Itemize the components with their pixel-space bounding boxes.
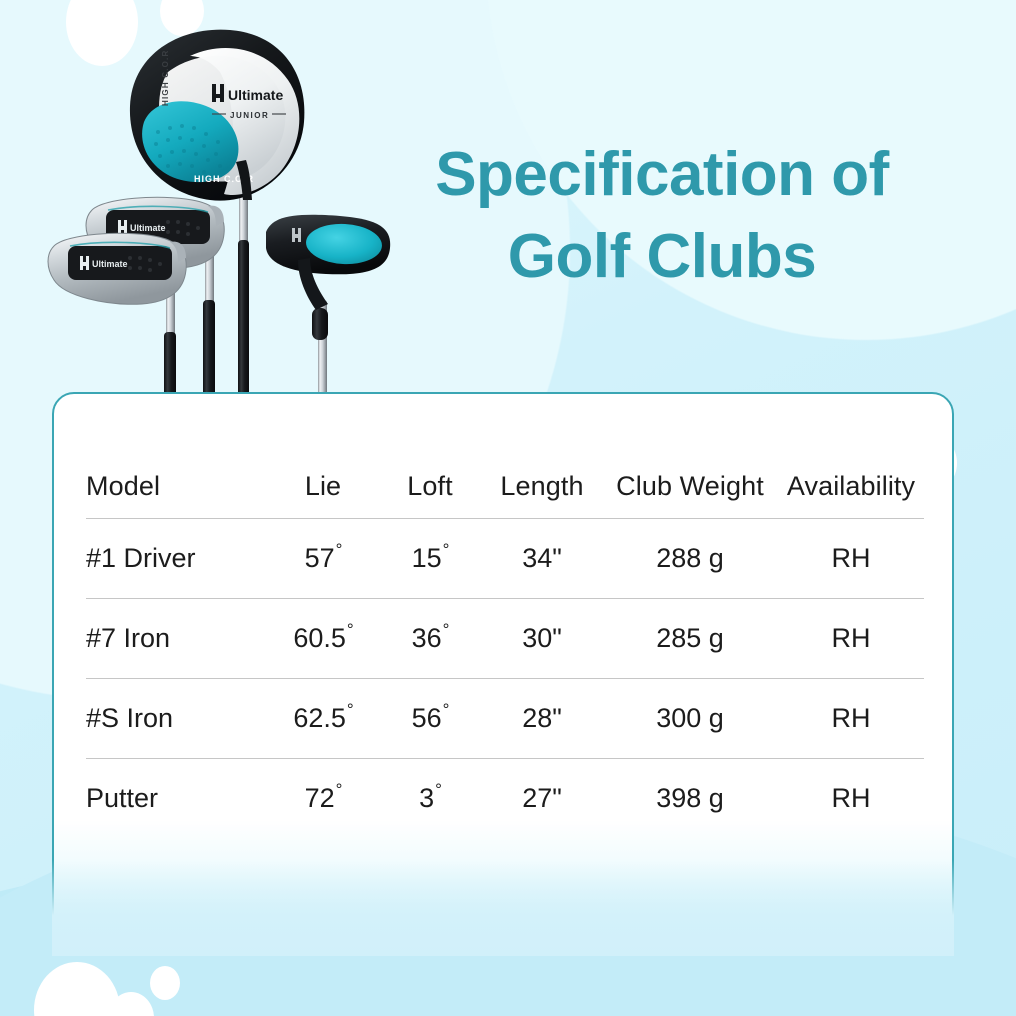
cell-length: 34" (522, 542, 562, 573)
column-header-availability: Availability (786, 471, 916, 502)
putter-brand-logo (292, 228, 301, 242)
cell-loft: 15° (378, 518, 482, 598)
golf-clubs-illustration: Ultimate JUNIOR HIGH C.O.R HIGH C.O.R Ul… (40, 10, 440, 410)
cell-club-weight: 288 g (656, 542, 724, 573)
cell-model: #S Iron (86, 702, 174, 733)
cell-loft: 36° (378, 598, 482, 678)
cell-loft-value: 36 (411, 622, 442, 653)
table-header: Model Lie Loft Length Club Weight Availa… (86, 456, 924, 518)
table-row: Putter 72° 3° 27" 398 g RH (86, 758, 924, 838)
iron-s-shaft (164, 282, 176, 410)
cell-lie-value: 72 (304, 782, 335, 813)
degree-symbol: ° (442, 699, 450, 719)
cell-loft: 3° (378, 758, 482, 838)
column-header-loft: Loft (407, 471, 453, 502)
driver-series-text: JUNIOR (230, 111, 269, 120)
degree-symbol: ° (346, 619, 354, 639)
driver-head: Ultimate JUNIOR HIGH C.O.R HIGH C.O.R (129, 29, 305, 201)
cell-lie: 57° (268, 518, 378, 598)
driver-brand-text: Ultimate (228, 87, 283, 103)
driver-brand-logo (212, 84, 224, 102)
cell-club-weight: 285 g (656, 622, 724, 653)
driver-tech-text: HIGH C.O.R (194, 174, 254, 184)
iron-s-brand: Ultimate (80, 256, 128, 270)
degree-symbol: ° (442, 619, 450, 639)
iron-7-shaft (203, 246, 215, 410)
page-title-line-1: Specification of (435, 140, 889, 209)
cell-loft: 56° (378, 678, 482, 758)
putter-shaft (312, 300, 328, 410)
table-body: #1 Driver 57° 15° 34" 288 g RH #7 Iron 6… (86, 518, 924, 838)
svg-text:Ultimate: Ultimate (130, 223, 166, 233)
iron-s-head: Ultimate (47, 232, 187, 305)
page-title-line-2: Golf Clubs (507, 222, 817, 292)
cell-model: #7 Iron (86, 622, 171, 653)
putter-head (266, 214, 391, 310)
cell-loft-value: 15 (411, 542, 442, 573)
cell-length: 30" (522, 622, 562, 653)
specification-card: Model Lie Loft Length Club Weight Availa… (52, 392, 954, 952)
cell-lie: 60.5° (268, 598, 378, 678)
cell-model: Putter (86, 782, 159, 813)
degree-symbol: ° (435, 779, 442, 799)
cell-loft-value: 3 (419, 782, 435, 813)
specification-table: Model Lie Loft Length Club Weight Availa… (86, 456, 924, 838)
column-header-model: Model (86, 471, 161, 502)
cell-lie: 62.5° (268, 678, 378, 758)
cell-loft-value: 56 (411, 702, 442, 733)
cell-lie: 72° (268, 758, 378, 838)
column-header-club-weight: Club Weight (616, 471, 764, 502)
degree-symbol: ° (335, 779, 343, 799)
cell-club-weight: 398 g (656, 782, 724, 813)
cell-availability: RH (831, 542, 871, 573)
cell-lie-value: 62.5 (293, 702, 346, 733)
table-row: #7 Iron 60.5° 36° 30" 285 g RH (86, 598, 924, 678)
iron-7-brand: Ultimate (118, 220, 166, 234)
column-header-lie: Lie (304, 471, 342, 502)
cell-length: 27" (522, 782, 562, 813)
table-row: #S Iron 62.5° 56° 28" 300 g RH (86, 678, 924, 758)
degree-symbol: ° (346, 699, 354, 719)
degree-symbol: ° (335, 539, 343, 559)
cell-length: 28" (522, 702, 562, 733)
cell-lie-value: 60.5 (293, 622, 346, 653)
page-title: Specification of Golf Clubs (372, 134, 952, 299)
table-row: #1 Driver 57° 15° 34" 288 g RH (86, 518, 924, 598)
cell-availability: RH (831, 622, 871, 653)
column-header-length: Length (500, 471, 584, 502)
degree-symbol: ° (442, 539, 450, 559)
driver-side-text: HIGH C.O.R (161, 50, 170, 106)
cell-availability: RH (831, 702, 871, 733)
bubble-decoration-6 (150, 966, 180, 1000)
cell-model: #1 Driver (86, 542, 196, 573)
svg-text:Ultimate: Ultimate (92, 259, 128, 269)
table-header-row: Model Lie Loft Length Club Weight Availa… (86, 456, 924, 518)
cell-club-weight: 300 g (656, 702, 724, 733)
cell-availability: RH (831, 782, 871, 813)
cell-lie-value: 57 (304, 542, 335, 573)
